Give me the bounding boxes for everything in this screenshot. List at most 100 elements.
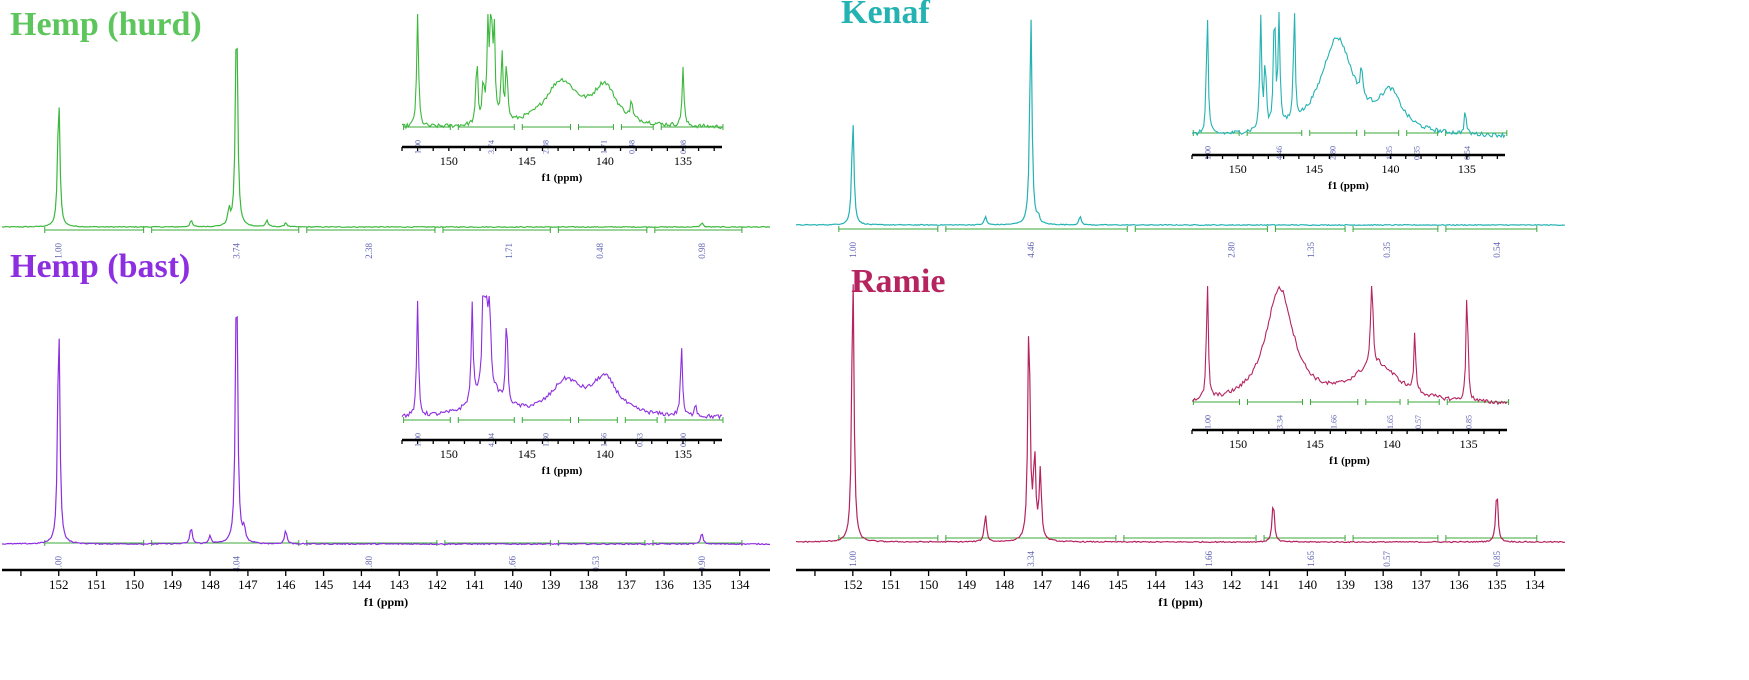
ramie-tick-label: 134 [1525, 577, 1545, 592]
hemp-bast-tick-label: 141 [465, 577, 485, 592]
hemp-hurd-panel: 1.003.742.381.710.480.981.003.742.381.71… [1, 13, 770, 259]
kenaf-inset-integral-label: 1.35 [1385, 146, 1394, 160]
ramie-title: Ramie [851, 263, 946, 300]
ramie-inset-axis-label: f1 (ppm) [1329, 455, 1370, 467]
hemp-bast-inset-axis-label: f1 (ppm) [542, 465, 583, 477]
ramie-axis-label: f1 (ppm) [1158, 595, 1202, 609]
hemp-bast-inset-tick-label: 135 [674, 447, 692, 461]
hemp-bast-integral-label: 1.66 [508, 556, 518, 572]
ramie-integral-label: 0.85 [1492, 551, 1502, 567]
kenaf-integral-label: 0.54 [1492, 242, 1502, 258]
kenaf-inset-tick-label: 140 [1381, 162, 1399, 176]
hemp-bast-integral-label: 1.00 [54, 556, 64, 572]
hemp-bast-tick-label: 151 [87, 577, 107, 592]
hemp-bast-inset-spectrum-line [401, 294, 723, 420]
ramie-tick-label: 149 [957, 577, 977, 592]
ramie-integral-label: 1.00 [848, 551, 858, 567]
ramie-inset-tick-label: 145 [1306, 437, 1324, 451]
hemp-hurd-integral-label: 1.00 [54, 243, 64, 259]
ramie-inset-integral-label: 0.57 [1414, 415, 1423, 429]
hemp-bast-inset-tick-label: 140 [596, 447, 614, 461]
ramie-panel: 1.00 3.34 1.66 1.65 0.57 0.85 152 151 150 149 148 1… [795, 284, 1566, 609]
hemp-hurd-inset-tick-label: 140 [596, 154, 614, 168]
ramie-tick-label: 151 [881, 577, 901, 592]
kenaf-integral-label: 1.35 [1306, 242, 1316, 258]
ramie-tick-label: 141 [1260, 577, 1280, 592]
hemp-bast-tick-label: 143 [389, 577, 409, 592]
hemp-bast-tick-label: 147 [238, 577, 258, 592]
kenaf-integral-label: 0.35 [1382, 242, 1392, 258]
kenaf-title: Kenaf [841, 0, 930, 31]
hemp-hurd-inset-tick-label: 135 [674, 154, 692, 168]
hemp-bast-tick-label: 140 [503, 577, 523, 592]
ramie-inset-integral-label: 3.34 [1276, 415, 1285, 429]
hemp-bast-panel: 1.00 4.04 1.80 1.66 0.53 0.90 152 151 150 149 148 1… [2, 294, 771, 609]
hemp-bast-integral-label: 0.53 [591, 556, 601, 572]
kenaf-panel: 1.00 4.46 2.80 1.35 0.35 0.54 1.00 4.46 2.80 1.35… [795, 11, 1565, 258]
hemp-bast-tick-label: 150 [125, 577, 145, 592]
kenaf-inset-integral-label: 0.54 [1463, 146, 1472, 160]
hemp-hurd-inset-tick-label: 150 [440, 154, 458, 168]
ramie-tick-label: 150 [919, 577, 939, 592]
hemp-bast-axis-label: f1 (ppm) [364, 595, 408, 609]
kenaf-inset-tick-label: 150 [1229, 162, 1247, 176]
kenaf-inset-spectrum-line [1191, 11, 1506, 139]
ramie-tick-label: 140 [1298, 577, 1318, 592]
ramie-inset-tick-label: 150 [1229, 437, 1247, 451]
ramie-spectrum-line [795, 284, 1566, 544]
ramie-tick-label: 142 [1222, 577, 1242, 592]
hemp-bast-tick-label: 145 [314, 577, 334, 592]
ramie-tick-label: 148 [995, 577, 1015, 592]
ramie-inset-integral-label: 1.66 [1329, 415, 1338, 429]
ramie-tick-label: 143 [1184, 577, 1204, 592]
hemp-bast-inset: 1.004.041.801.660.530.90150145140135f1 (… [401, 294, 724, 477]
hemp-hurd-integral-label: 1.71 [504, 243, 514, 259]
hemp-bast-tick-label: 135 [692, 577, 712, 592]
hemp-bast-tick-label: 139 [541, 577, 561, 592]
hemp-bast-tick-label: 138 [579, 577, 599, 592]
ramie-tick-label: 146 [1070, 577, 1090, 592]
kenaf-inset-tick-label: 145 [1305, 162, 1323, 176]
kenaf-integral-label: 4.46 [1026, 242, 1036, 258]
ramie-inset: 1.00 3.34 1.66 1.65 0.57 0.85 150 145 140 135 f1 (… [1191, 285, 1510, 467]
hemp-bast-spectrum-line [2, 315, 771, 546]
hemp-hurd-integral-label: 0.98 [697, 243, 707, 259]
ramie-inset-integral-label: 1.65 [1386, 415, 1395, 429]
ramie-tick-label: 145 [1108, 577, 1128, 592]
kenaf-inset: 1.00 4.46 2.80 1.35 0.35 0.54 150 145 140 135 f1 (… [1191, 11, 1508, 192]
kenaf-inset-integral-label: 0.35 [1412, 146, 1421, 160]
ramie-inset-integral-label: 0.85 [1465, 415, 1474, 429]
kenaf-inset-integral-label: 4.46 [1275, 146, 1284, 160]
hemp-bast-inset-tick-label: 150 [440, 447, 458, 461]
hemp-bast-tick-label: 144 [352, 577, 372, 592]
ramie-tick-label: 152 [843, 577, 863, 592]
hemp-hurd-integral-label: 3.74 [232, 243, 242, 259]
ramie-integral-label: 1.66 [1204, 551, 1214, 567]
hemp-hurd-inset-spectrum-line [402, 13, 723, 130]
ramie-tick-label: 136 [1449, 577, 1469, 592]
ramie-inset-tick-label: 135 [1460, 437, 1478, 451]
hemp-bast-tick-label: 137 [616, 577, 636, 592]
ramie-tick-label: 144 [1146, 577, 1166, 592]
ramie-inset-tick-label: 140 [1383, 437, 1401, 451]
hemp-bast-tick-label: 142 [427, 577, 447, 592]
kenaf-spectrum-line [795, 19, 1565, 227]
kenaf-inset-axis-label: f1 (ppm) [1328, 180, 1369, 192]
hemp-bast-title: Hemp (bast) [10, 248, 191, 285]
hemp-bast-integral-label: 1.80 [364, 556, 374, 572]
hemp-hurd-inset-tick-label: 145 [518, 154, 536, 168]
hemp-bast-integral-label: 0.90 [697, 556, 707, 572]
hemp-bast-inset-tick-label: 145 [518, 447, 536, 461]
hemp-hurd-spectrum-line [1, 47, 770, 229]
hemp-bast-tick-label: 152 [49, 577, 69, 592]
kenaf-inset-tick-label: 135 [1458, 162, 1476, 176]
ramie-integral-label: 3.34 [1026, 551, 1036, 567]
ramie-tick-label: 139 [1336, 577, 1356, 592]
hemp-bast-tick-label: 146 [276, 577, 296, 592]
ramie-integral-label: 0.57 [1382, 551, 1392, 567]
hemp-bast-tick-label: 149 [162, 577, 182, 592]
ramie-inset-spectrum-line [1191, 285, 1508, 406]
hemp-hurd-integral-label: 0.48 [595, 243, 605, 259]
